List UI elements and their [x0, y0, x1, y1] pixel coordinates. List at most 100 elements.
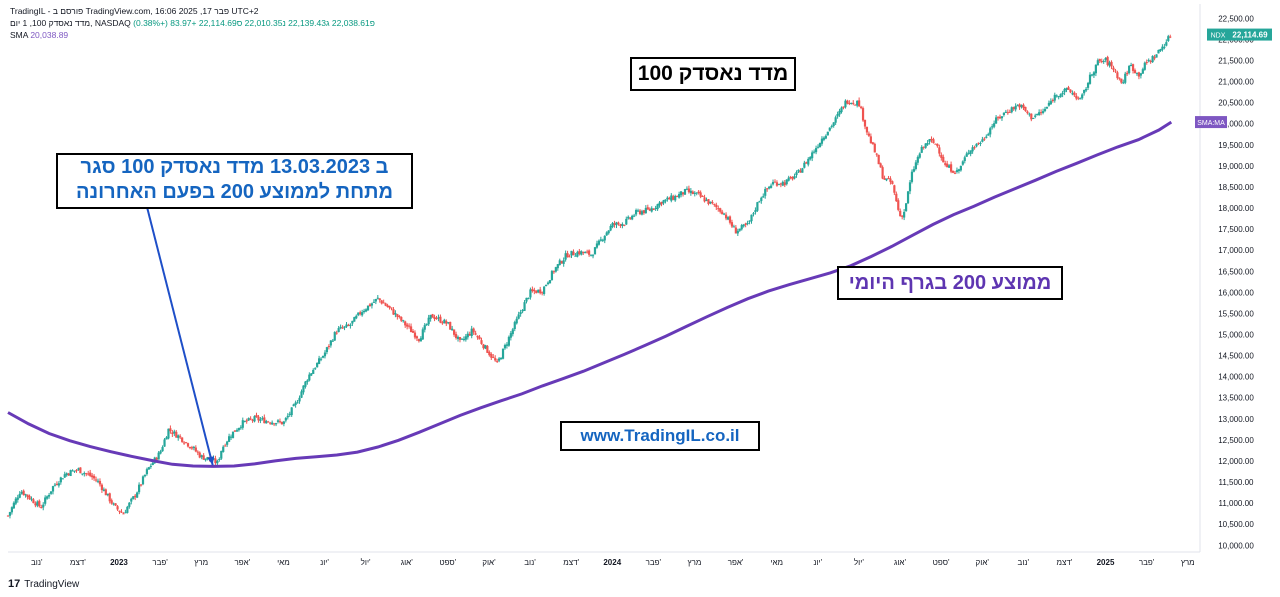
candle-body — [887, 177, 890, 179]
candle-body — [1114, 70, 1117, 72]
candle-body — [807, 158, 810, 165]
candle-body — [850, 102, 853, 105]
candle-body — [77, 468, 80, 470]
footer-brand[interactable]: TradingView — [24, 578, 80, 590]
candle-body — [239, 427, 242, 429]
candle-body — [1104, 58, 1107, 60]
candle-body — [521, 310, 524, 312]
candle-body — [548, 280, 552, 284]
candle-body — [38, 500, 41, 507]
candle-body — [822, 137, 826, 140]
price-tick-label: 21,500.00 — [1218, 56, 1254, 65]
candle-body — [79, 467, 82, 474]
price-tick-label: 11,500.00 — [1219, 478, 1255, 487]
candle-body — [470, 328, 473, 336]
website-link[interactable]: www.TradingIL.co.il — [580, 426, 740, 445]
candle-body — [603, 235, 606, 241]
candle-body — [94, 479, 98, 481]
candle-body — [1012, 107, 1015, 110]
ma-label-box: ממוצע 200 בגרף היומי — [837, 266, 1063, 300]
candle-body — [139, 484, 143, 486]
candle-body — [674, 196, 677, 201]
candle-body — [120, 511, 123, 513]
candle-body — [904, 203, 908, 212]
candle-body — [1041, 111, 1045, 113]
candle-body — [707, 199, 710, 205]
candle-body — [883, 178, 886, 180]
candle-body — [523, 302, 526, 311]
candle-body — [854, 104, 857, 106]
candle-body — [370, 303, 374, 306]
candle-body — [922, 146, 925, 148]
candle-body — [789, 177, 792, 179]
candle-body — [979, 142, 982, 144]
candle-body — [229, 436, 233, 438]
price-axis[interactable]: 22,500.0022,000.0021,500.0021,000.0020,5… — [1218, 14, 1254, 550]
candle-body — [198, 452, 201, 458]
candle-body — [998, 116, 1002, 119]
candle-body — [118, 510, 121, 512]
candle-body — [1061, 92, 1064, 95]
candle-body — [1122, 82, 1125, 84]
candle-body — [179, 436, 182, 438]
candle-body — [584, 252, 587, 254]
candle-body — [685, 188, 689, 190]
candle-body — [625, 218, 628, 225]
candle-body — [644, 207, 647, 214]
time-axis[interactable]: נוב' דצמ' 2023 פבר' מרץ אפר' מאי יונ' יול' אוג' ספ… — [31, 558, 1195, 567]
candle-body — [98, 480, 102, 485]
candle-body — [809, 157, 812, 160]
candle-body — [492, 356, 495, 358]
candle-body — [364, 309, 368, 312]
candle-body — [1065, 88, 1068, 90]
tradingview-logo-icon[interactable]: 17 — [8, 578, 21, 590]
candle-body — [1110, 61, 1113, 67]
candle-body — [631, 215, 634, 220]
candle-body — [147, 467, 150, 470]
candle-body — [513, 322, 516, 330]
candle-body — [989, 128, 992, 135]
candle-body — [472, 328, 475, 333]
candle-body — [200, 455, 203, 458]
candle-body — [243, 420, 246, 422]
candle-body — [529, 289, 532, 298]
time-tick-label: ספט' — [933, 558, 950, 567]
candle-body — [666, 197, 669, 200]
candle-body — [59, 477, 62, 483]
time-tick-label: נוב' — [524, 558, 536, 567]
candle-body — [227, 436, 231, 442]
candle-body — [820, 138, 824, 144]
candle-body — [1128, 65, 1131, 74]
candle-body — [1163, 46, 1166, 48]
candle-body — [413, 332, 417, 338]
candle-body — [231, 431, 235, 438]
candle-body — [81, 473, 84, 475]
candle-body — [169, 428, 172, 432]
candle-body — [1137, 72, 1141, 77]
candle-body — [126, 506, 129, 513]
candle-body — [830, 126, 833, 128]
candle-body — [885, 178, 888, 181]
time-tick-label: מאי — [277, 558, 290, 567]
candle-body — [1016, 105, 1019, 107]
time-tick-label: 2024 — [603, 558, 621, 567]
candle-body — [392, 309, 395, 315]
candle-body — [378, 298, 381, 301]
candle-body — [1006, 112, 1009, 114]
candle-body — [977, 142, 980, 144]
candle-body — [114, 503, 117, 506]
candle-body — [859, 106, 863, 108]
candle-body — [1071, 93, 1074, 95]
candle-body — [36, 501, 39, 506]
candle-body — [983, 138, 986, 140]
candle-body — [1014, 105, 1017, 110]
candle-body — [903, 211, 906, 218]
candle-body — [20, 491, 23, 494]
candle-body — [908, 182, 912, 192]
symbol-label: מדד נאסדק 100, 1 יום, NASDAQ — [10, 18, 131, 28]
price-tick-label: 14,000.00 — [1218, 373, 1254, 382]
candle-body — [441, 322, 444, 324]
sma-200-line — [7, 120, 1173, 468]
sma-value: 20,038.89 — [30, 30, 69, 40]
